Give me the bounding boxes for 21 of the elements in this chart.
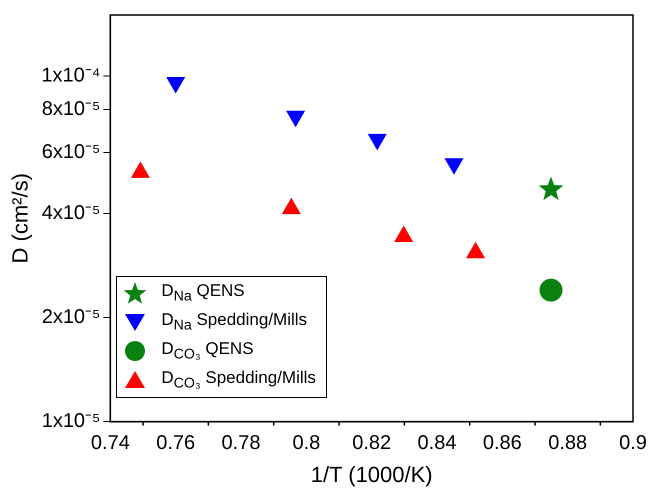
x-tick-label: 0.86	[482, 432, 522, 454]
y-axis-title: D (cm²/s)	[7, 173, 32, 264]
y-tick-label: 4x10⁻⁵	[42, 202, 100, 224]
legend-label: D$_{CO₃}$ QENS	[161, 339, 254, 363]
x-tick-label: 0.9	[619, 432, 647, 454]
y-tick-label: 8x10⁻⁵	[42, 98, 100, 120]
x-tick-label: 0.88	[548, 432, 588, 454]
x-tick-label: 0.8	[292, 432, 320, 454]
y-tick-label: 1x10⁻⁵	[42, 410, 100, 432]
x-tick-label: 0.82	[352, 432, 392, 454]
x-axis-title: 1/T (1000/K)	[310, 462, 433, 487]
y-tick-label: 6x10⁻⁵	[42, 141, 100, 164]
x-tick-label: 0.84	[418, 432, 456, 454]
legend-label: D$_{CO₃}$ Spedding/Mills	[161, 368, 316, 392]
x-tick-label: 0.74	[90, 432, 130, 454]
y-tick-label: 2x10⁻⁵	[42, 306, 100, 328]
x-tick-label: 0.78	[222, 432, 260, 454]
y-tick-label: 1x10⁻⁴	[41, 64, 100, 86]
x-tick-label: 0.76	[156, 432, 196, 454]
legend-label: D$_{Na}$ QENS	[161, 281, 245, 305]
legend-label: D$_{Na}$ Spedding/Mills	[161, 310, 308, 334]
